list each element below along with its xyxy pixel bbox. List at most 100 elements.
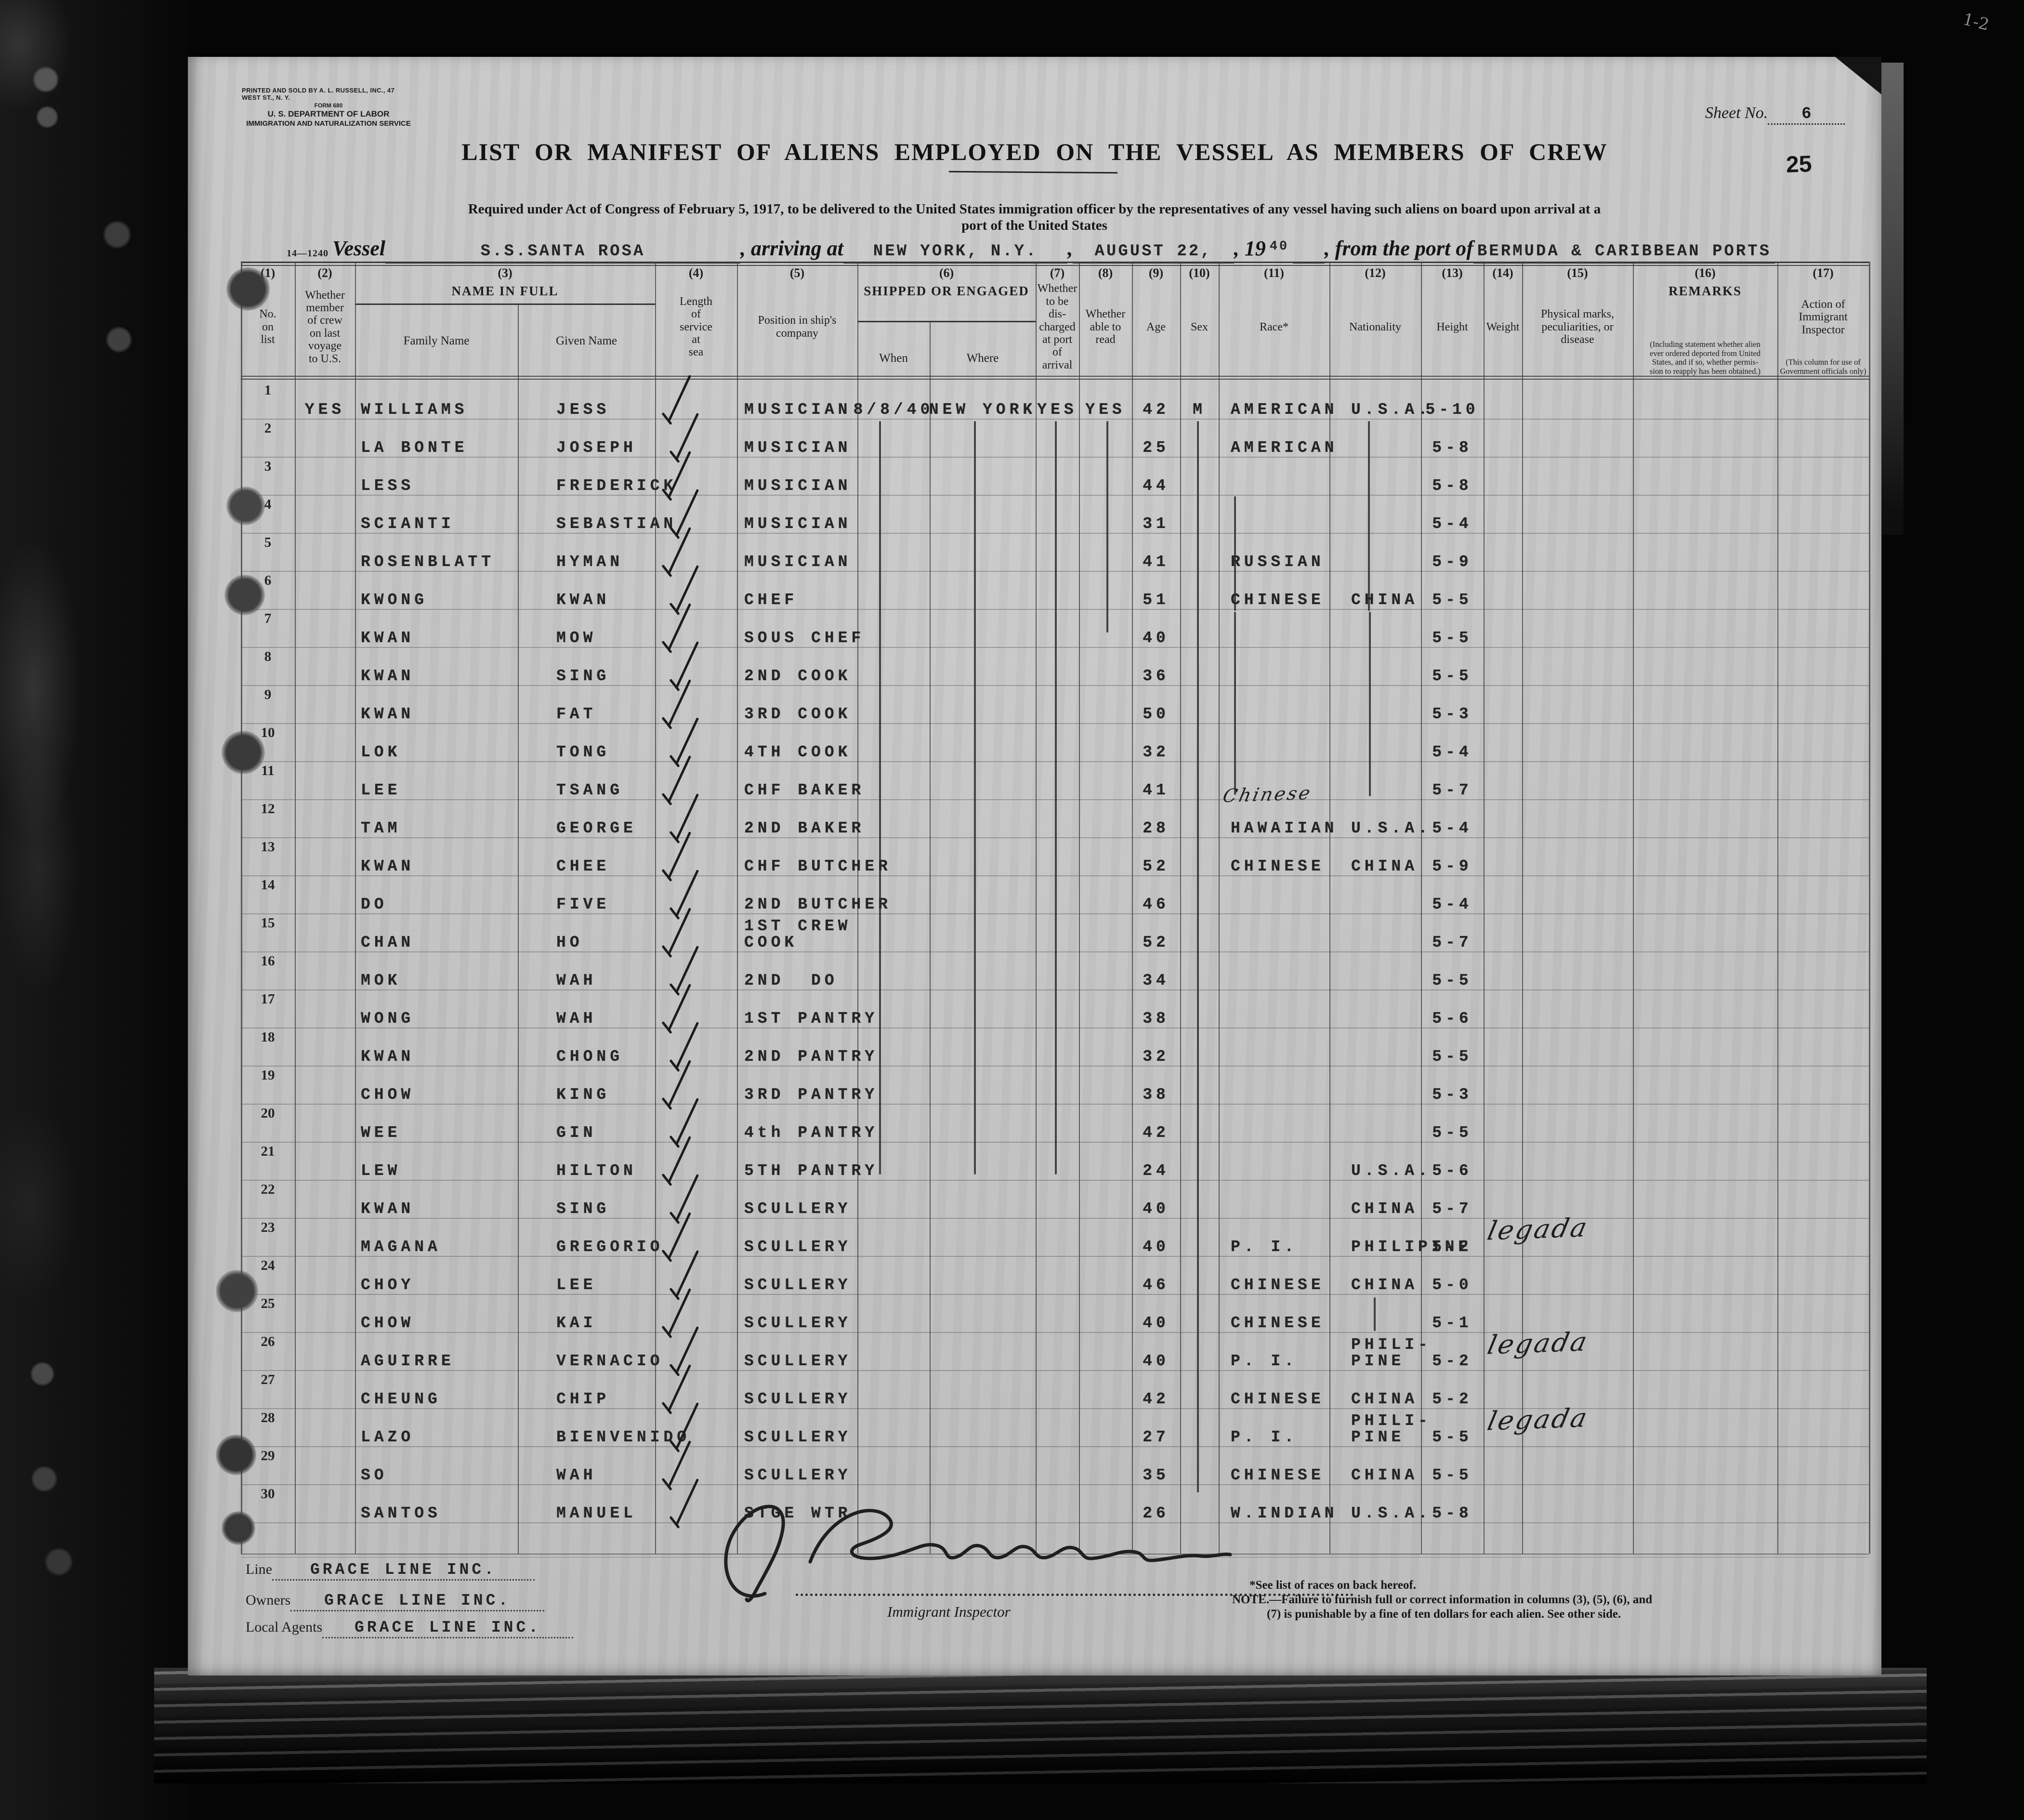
cell-given: HYMAN — [556, 553, 624, 571]
cell-height: 5-5 — [1432, 1124, 1472, 1142]
column-line — [655, 262, 656, 1554]
cell-given: TSANG — [556, 781, 624, 800]
table-row: 21 LEW HILTON 5TH PANTRY 24 U.S.A. 5-6 — [188, 1142, 1869, 1180]
table-row: 19 CHOW KING 3RD PANTRY 38 5-3 — [188, 1066, 1869, 1104]
cell-race: RUSSIAN — [1231, 553, 1325, 571]
column-number: (16) — [1695, 266, 1716, 280]
cell-age: 41 — [1143, 781, 1170, 800]
voyage-line: Vessel S.S.SANTA ROSA , arriving at NEW … — [332, 236, 1775, 264]
column-label: Length of service at sea — [680, 295, 712, 359]
column-line — [930, 321, 931, 1554]
column-header: (2) Whether member of crew on last voyage… — [295, 264, 355, 377]
cell-no: 10 — [261, 725, 275, 740]
punch-hole — [216, 1435, 256, 1475]
document-title: LIST OR MANIFEST OF ALIENS EMPLOYED ON T… — [461, 138, 1608, 165]
cell-age: 52 — [1143, 934, 1170, 952]
cell-given: WAH — [556, 972, 597, 990]
cell-age: 36 — [1143, 667, 1170, 686]
cell-age: 40 — [1143, 1314, 1170, 1332]
cell-race: CHINESE — [1231, 1276, 1325, 1294]
column-header: (13) Height — [1421, 264, 1484, 377]
cell-given: LEE — [556, 1276, 597, 1294]
handwritten-remark: legada — [1485, 1212, 1592, 1246]
department-line: U. S. DEPARTMENT OF LABOR — [267, 109, 390, 119]
column-line — [355, 262, 356, 1554]
row-line — [241, 1522, 1869, 1523]
punch-hole — [30, 1362, 54, 1386]
cell-height: 5-7 — [1432, 1200, 1472, 1218]
cell-no: 9 — [264, 687, 272, 702]
cell-position: 2ND BUTCHER — [744, 896, 892, 914]
line-value: GRACE LINE INC. — [272, 1561, 535, 1581]
cell-sex: M — [1193, 401, 1206, 419]
ditto-stroke — [1234, 496, 1236, 611]
cell-given: VERNACIO — [556, 1352, 664, 1371]
cell-position: MUSICIAN — [744, 401, 852, 419]
cell-family: ROSENBLATT — [361, 553, 495, 571]
column-header: (6) SHIPPED OR ENGAGED — [857, 264, 1036, 377]
cell-family: MAGANA — [361, 1238, 441, 1256]
cell-age: 27 — [1143, 1428, 1170, 1447]
ditto-stroke — [1374, 1297, 1376, 1331]
column-line — [1869, 262, 1870, 1554]
cell-age: 46 — [1143, 1276, 1170, 1294]
table-row: 14 DO FIVE 2ND BUTCHER 46 5-4 — [188, 875, 1869, 913]
punch-hole — [103, 221, 131, 249]
table-row: 9 KWAN FAT 3RD COOK 50 5-3 — [188, 685, 1869, 723]
cell-height: 5-4 — [1432, 743, 1472, 762]
cell-position: 2ND BAKER — [744, 819, 865, 838]
cell-family: LEW — [361, 1162, 401, 1180]
cell-position: MUSICIAN — [744, 439, 852, 457]
cell-family: SO — [361, 1466, 388, 1485]
cell-family: DO — [361, 896, 388, 914]
printer-imprint: PRINTED AND SOLD BY A. L. RUSSELL, INC.,… — [242, 87, 415, 128]
column-header: (15) Physical marks, peculiarities, or di… — [1522, 264, 1633, 377]
row-line — [241, 1294, 1869, 1295]
cell-age: 35 — [1143, 1466, 1170, 1485]
signature-line — [796, 1594, 1354, 1596]
cell-position: SCULLERY — [744, 1314, 852, 1332]
cell-nationality: CHINA — [1351, 857, 1419, 876]
column-header: (7) Whether to be dis- charged at port of… — [1036, 264, 1079, 377]
cell-position: 4th PANTRY — [744, 1124, 879, 1142]
cell-position: 2ND PANTRY — [744, 1048, 879, 1066]
agents-label: Local Agents — [246, 1619, 323, 1635]
cell-position: MUSICIAN — [744, 553, 852, 571]
cell-race: HAWAIIAN — [1231, 819, 1338, 838]
cell-height: 5-7 — [1432, 781, 1472, 800]
cell-race: CHINESE — [1231, 1314, 1325, 1332]
cell-age: 28 — [1143, 819, 1170, 838]
table-rule — [241, 379, 1869, 380]
cell-position: SOUS CHEF — [744, 629, 865, 647]
table-row: 27 CHEUNG CHIP SCULLERY 42 CHINESE CHINA 5-2 — [188, 1370, 1869, 1408]
table-row: 15 CHAN HO 1ST CREW COOK 52 5-7 — [188, 913, 1869, 951]
row-line — [241, 1218, 1869, 1219]
cell-family: KWAN — [361, 1048, 415, 1066]
cell-no: 11 — [261, 763, 275, 778]
column-number: (9) — [1148, 266, 1164, 280]
page-edge-sliver — [1881, 63, 1904, 535]
cell-nationality: PHILIPINE — [1351, 1238, 1472, 1256]
cell-race: CHINESE — [1231, 857, 1325, 876]
agents-field: Local Agents GRACE LINE INC. — [246, 1619, 573, 1638]
column-number: (10) — [1189, 266, 1210, 280]
cell-given: GIN — [556, 1124, 597, 1142]
cell-position: SCULLERY — [744, 1390, 852, 1409]
column-number: (13) — [1442, 266, 1463, 280]
cell-age: 42 — [1143, 401, 1170, 419]
cell-position: 3RD COOK — [744, 705, 852, 724]
cell-height: 5-2 — [1432, 1352, 1472, 1371]
cell-position: SCULLERY — [744, 1428, 852, 1447]
punch-hole — [45, 1548, 73, 1576]
table-row: 26 AGUIRRE VERNACIO SCULLERY 40 P. I. PHILI- P… — [188, 1326, 1869, 1370]
cell-family: AGUIRRE — [361, 1352, 455, 1371]
year-label: , 19 — [1234, 237, 1266, 260]
cell-discharged: YES — [1037, 401, 1078, 419]
column-label: Action of Immigrant Inspector — [1799, 298, 1848, 336]
column-header: (17) Action of Immigrant Inspector (This c… — [1777, 264, 1869, 377]
cell-age: 40 — [1143, 1352, 1170, 1371]
cell-no: 27 — [261, 1372, 275, 1387]
cell-member: YES — [304, 401, 345, 419]
inspector-signature — [724, 1504, 1232, 1603]
column-label: NAME IN FULL — [451, 283, 559, 298]
